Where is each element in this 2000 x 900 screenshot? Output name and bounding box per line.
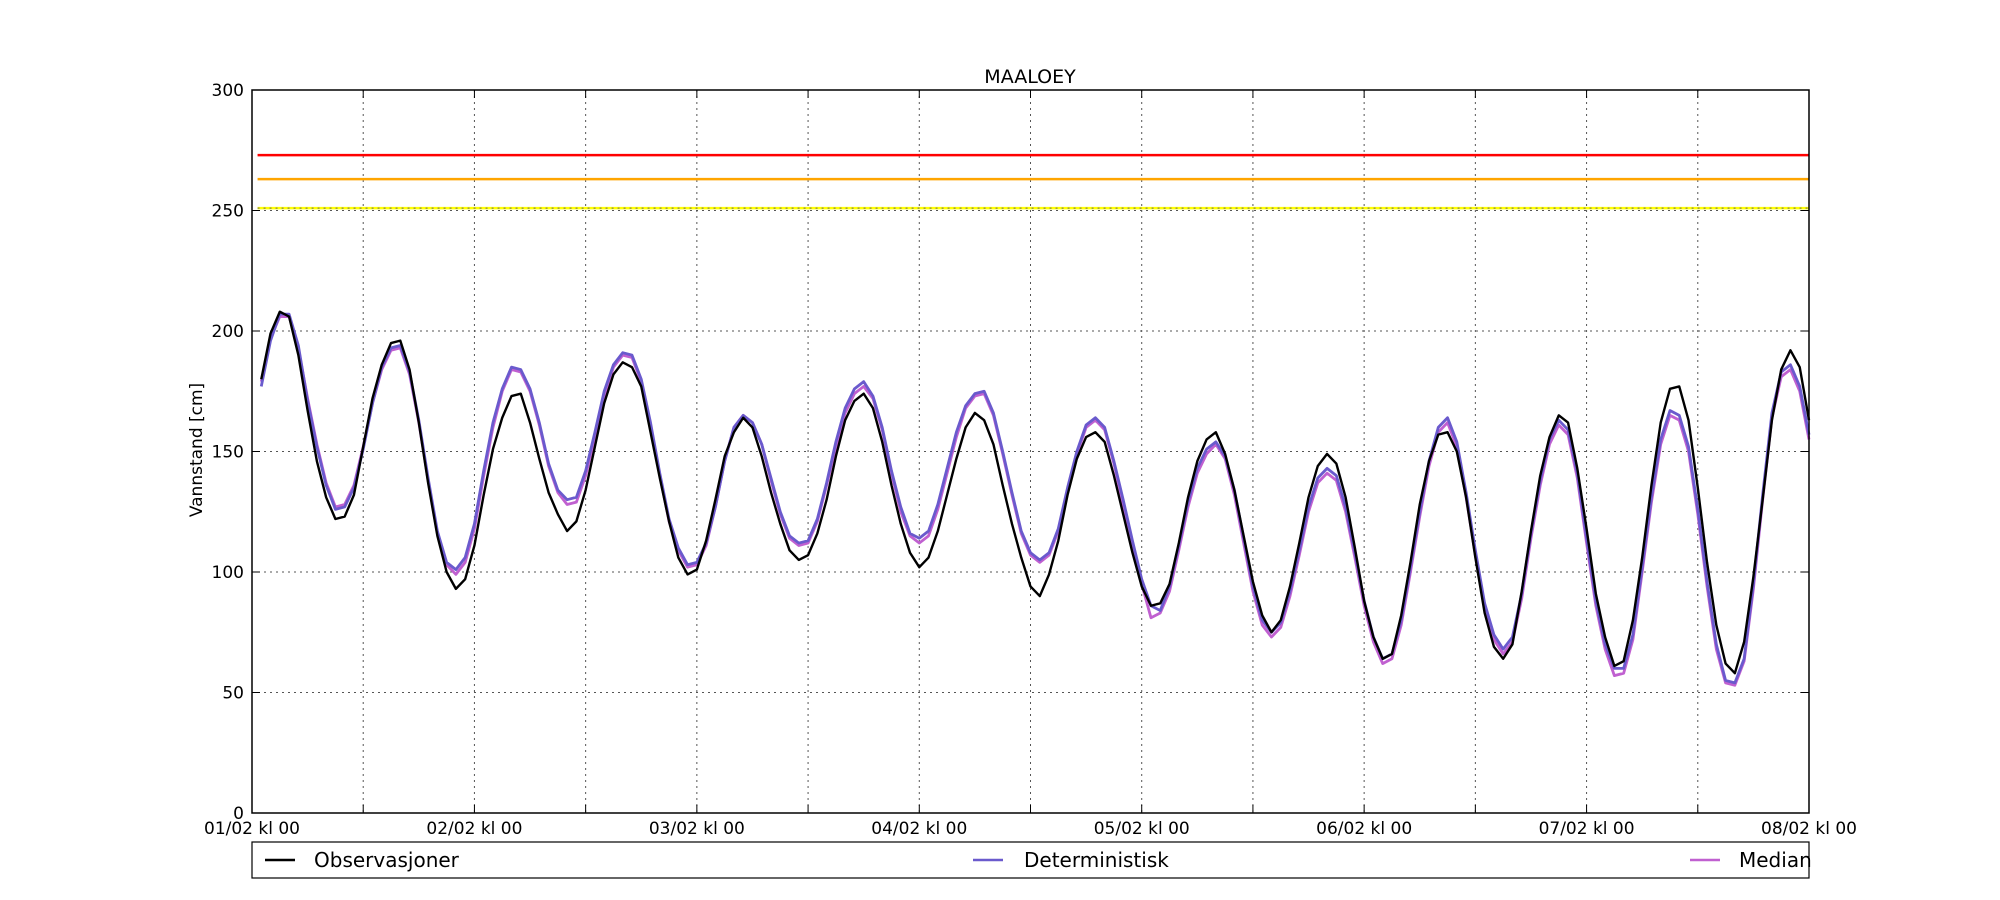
chart-title: MAALOEY xyxy=(984,66,1076,88)
axis-ticks: 0 50 100 150 200 250 300 01/02 kl 00 02/02 kl 00… xyxy=(204,81,1857,839)
legend-box xyxy=(251,841,1810,879)
grid-lines xyxy=(252,90,1809,813)
y-tick-label: 300 xyxy=(212,81,244,101)
series-line-deterministisk xyxy=(259,312,1811,685)
x-tick-label: 01/02 kl 00 xyxy=(204,819,300,839)
legend-label: Median xyxy=(1739,848,1812,872)
x-tick-label: 06/02 kl 00 xyxy=(1316,819,1412,839)
series-line-median xyxy=(259,315,1811,687)
x-tick-label: 02/02 kl 00 xyxy=(426,819,522,839)
y-tick-label: 200 xyxy=(212,322,244,342)
y-tick-label: 100 xyxy=(212,563,244,583)
x-tick-label: 03/02 kl 00 xyxy=(649,819,745,839)
series-line-observasjoner xyxy=(260,310,1811,675)
series-lines xyxy=(259,310,1811,687)
x-tick-label: 07/02 kl 00 xyxy=(1539,819,1635,839)
y-tick-label: 150 xyxy=(212,443,244,463)
y-tick-label: 250 xyxy=(212,202,244,222)
legend-label: Deterministisk xyxy=(1024,848,1169,872)
y-axis-label: Vannstand [cm] xyxy=(187,383,207,517)
y-tick-label: 50 xyxy=(222,684,244,704)
x-tick-label: 08/02 kl 00 xyxy=(1761,819,1857,839)
x-tick-label: 04/02 kl 00 xyxy=(871,819,967,839)
threshold-lines xyxy=(257,153,1809,210)
legend-label: Observasjoner xyxy=(314,848,460,872)
legend: Observasjoner Deterministisk Median xyxy=(251,841,1812,879)
x-tick-label: 05/02 kl 00 xyxy=(1094,819,1190,839)
y-tick-label: 0 xyxy=(233,804,244,824)
